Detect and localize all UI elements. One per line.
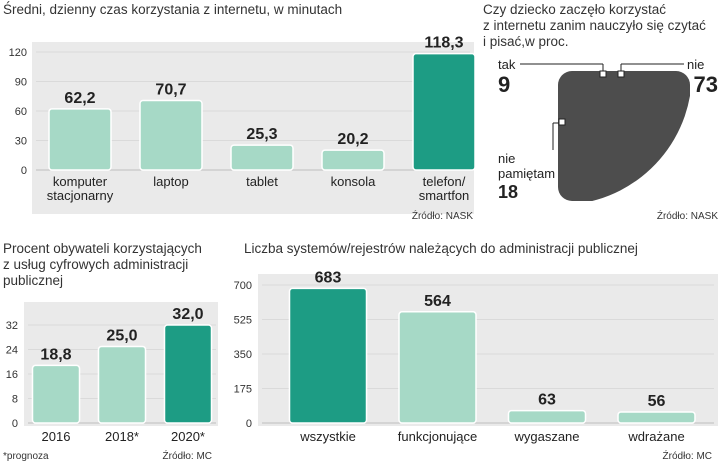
- category-label: 2018*: [105, 429, 139, 444]
- category-label: stacjonarny: [47, 188, 114, 203]
- y-tick-label: 30: [15, 136, 27, 148]
- chart-title: z usług cyfrowych administracji: [3, 257, 188, 272]
- bar: [412, 52, 476, 171]
- data-label: 63: [538, 392, 556, 409]
- bar: [48, 108, 112, 171]
- category-label: wszystkie: [299, 429, 356, 444]
- bar: [163, 324, 213, 424]
- footnote: *prognoza: [3, 451, 49, 462]
- chart-title: Średni, dzienny czas korzystania z inter…: [3, 2, 342, 17]
- y-tick-label: 32: [6, 320, 18, 332]
- y-tick-label: 525: [234, 315, 252, 327]
- bar: [97, 345, 147, 424]
- category-label: wygaszane: [513, 429, 579, 444]
- source-note: Źródło: MC: [163, 449, 212, 462]
- data-label: 70,7: [155, 81, 186, 98]
- leader-marker: [599, 70, 607, 78]
- chart-title: publicznej: [3, 273, 63, 288]
- source-note: Źródło: MC: [663, 449, 712, 462]
- leader-marker: [617, 70, 625, 78]
- y-tick-label: 0: [246, 418, 252, 430]
- y-tick-label: 0: [12, 418, 18, 430]
- category-label: laptop: [153, 174, 188, 189]
- category-label: smartfon: [419, 188, 470, 203]
- y-tick-label: 120: [9, 47, 27, 59]
- source-note: Źródło: NASK: [412, 209, 473, 222]
- bar: [617, 411, 696, 424]
- data-label: 56: [648, 393, 666, 410]
- data-label: 683: [315, 269, 342, 286]
- category-label: funkcjonujące: [398, 429, 478, 444]
- y-tick-label: 350: [234, 349, 252, 361]
- slice-value: 18: [498, 182, 518, 202]
- category-label: 2020*: [171, 429, 205, 444]
- leader-marker: [558, 118, 566, 126]
- source-note: Źródło: NASK: [657, 209, 718, 222]
- data-label: 20,2: [337, 131, 368, 148]
- bar: [507, 409, 587, 424]
- bar: [321, 149, 385, 171]
- chart-title: Procent obywateli korzystających: [3, 241, 202, 256]
- chart-title: Liczba systemów/rejestrów należących do …: [244, 241, 638, 256]
- bar: [230, 144, 294, 171]
- category-label: komputer: [53, 174, 108, 189]
- slice-label: nie: [687, 57, 704, 72]
- slice-label: tak: [498, 57, 516, 72]
- bar: [139, 99, 203, 171]
- y-tick-label: 60: [15, 106, 27, 118]
- slice-value: 9: [498, 72, 510, 97]
- data-label: 25,3: [246, 126, 277, 143]
- y-tick-label: 175: [234, 384, 252, 396]
- y-tick-label: 8: [12, 394, 18, 406]
- category-label: wdrażane: [627, 429, 684, 444]
- y-tick-label: 16: [6, 369, 18, 381]
- data-label: 564: [424, 293, 451, 310]
- data-label: 25,0: [106, 327, 137, 344]
- category-label: tablet: [246, 174, 278, 189]
- y-tick-label: 700: [234, 280, 252, 292]
- chart-title: Czy dziecko zaczęło korzystać: [483, 2, 666, 17]
- bar: [31, 364, 81, 424]
- pie-slice: [558, 71, 690, 201]
- data-label: 62,2: [64, 90, 95, 107]
- category-label: konsola: [331, 174, 377, 189]
- data-label: 118,3: [424, 35, 463, 52]
- category-label: 2016: [42, 429, 71, 444]
- slice-value: 73: [694, 72, 718, 97]
- data-label: 32,0: [172, 306, 203, 323]
- y-tick-label: 0: [21, 165, 27, 177]
- chart-internet-time: Średni, dzienny czas korzystania z inter…: [3, 2, 476, 222]
- y-tick-label: 90: [15, 77, 27, 89]
- y-tick-label: 24: [6, 345, 18, 357]
- category-label: telefon/: [423, 174, 466, 189]
- slice-label: nie: [498, 151, 515, 166]
- data-label: 18,8: [40, 346, 71, 363]
- bar: [398, 311, 477, 424]
- chart-admin-registries: Liczba systemów/rejestrów należących do …: [234, 241, 718, 462]
- chart-title: i pisać,w proc.: [483, 34, 569, 49]
- bar: [288, 287, 368, 424]
- chart-title: z internetu zanim nauczyło się czytać: [483, 18, 706, 33]
- slice-label: pamiętam: [498, 166, 555, 181]
